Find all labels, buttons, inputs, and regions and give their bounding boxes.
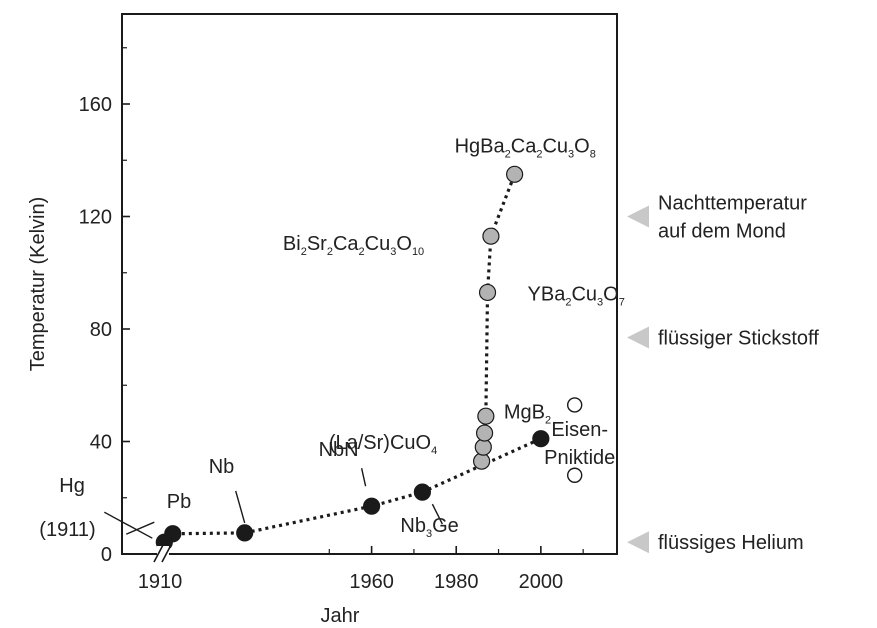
cuprate-point [477, 407, 495, 425]
pnictide-label: Pniktide [544, 447, 615, 469]
point-label: Bi2Sr2Ca2Cu3O10 [283, 233, 424, 258]
cuprate-point [475, 424, 494, 442]
hg-leader-line [103, 511, 153, 539]
reference-label: flüssiges Helium [658, 532, 804, 554]
x-tick-label: 1960 [349, 571, 394, 593]
y-tick-label: 0 [101, 544, 112, 566]
x-tick-label: 1910 [138, 571, 183, 593]
point-label: Nb [209, 456, 235, 478]
y-tick-label: 120 [79, 207, 112, 229]
conventional-point [532, 430, 550, 448]
label-leader-line [431, 503, 444, 525]
axis-break-mark [153, 544, 172, 563]
reference-label: flüssiger Stickstoff [658, 327, 819, 349]
data-points-group [155, 165, 583, 551]
reference-label: Nachttemperatur [658, 193, 807, 215]
label-leader-line [126, 521, 155, 535]
cuprate-point [482, 227, 500, 245]
reference-label: auf dem Mond [658, 221, 786, 243]
point-label: (1911) [39, 519, 95, 541]
leader-lines-group [103, 468, 444, 539]
x-tick-label: 2000 [519, 571, 564, 593]
y-tick-label: 160 [79, 94, 112, 116]
conventional-point [164, 525, 182, 543]
label-leader-line [360, 468, 367, 487]
axes-group: 0 40 80 120 160 1910 1960 1980 2000 [79, 47, 584, 593]
pnictide-point [566, 467, 583, 483]
trend-lines-group [163, 173, 542, 544]
reference-marker [627, 326, 649, 349]
point-label: MgB2 [504, 402, 551, 427]
reference-levels-group: flüssiges Helium flüssiger Stickstoff Nach… [627, 193, 819, 554]
cuprate-point [473, 452, 491, 470]
conventional-point [236, 524, 254, 542]
plot-frame [121, 13, 618, 555]
y-tick-label: 40 [90, 432, 112, 454]
label-leader-line [235, 490, 246, 524]
x-tick-label: 1980 [434, 571, 479, 593]
conventional-point [363, 497, 381, 515]
cuprate-point [506, 165, 524, 183]
point-label: Pb [167, 491, 191, 513]
x-axis-title: Jahr [321, 605, 360, 627]
point-label: Hg [59, 475, 85, 497]
point-label: YBa2Cu3O7 [528, 283, 625, 308]
pnictide-label: Eisen- [551, 419, 608, 441]
y-axis-title: Temperatur (Kelvin) [27, 197, 49, 372]
point-label: NbN [319, 439, 359, 461]
point-label: HgBa2Ca2Cu3O8 [455, 135, 596, 160]
pnictide-point [566, 397, 583, 413]
reference-marker [627, 205, 649, 228]
point-label: (La/Sr)CuO4 [329, 432, 437, 457]
cuprate-point [478, 283, 497, 302]
conventional-point [413, 483, 431, 501]
point-label: Nb3Ge [400, 515, 458, 540]
point-labels-group: Hg (1911) Pb Nb NbN Nb3Ge MgB2 (La/Sr)CuO4 YBa2C… [39, 135, 625, 541]
y-tick-label: 80 [90, 319, 112, 341]
reference-marker [627, 531, 649, 554]
